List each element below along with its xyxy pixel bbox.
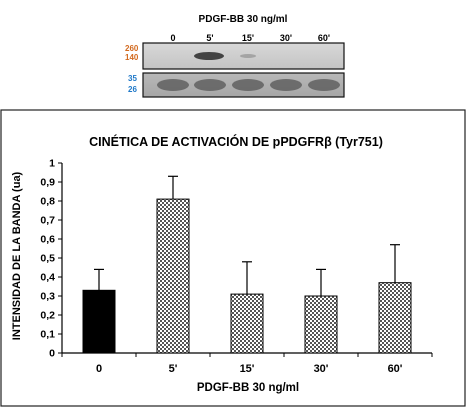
marker-140: 140 xyxy=(125,53,139,62)
blot-band-15min xyxy=(240,54,256,58)
y-tick-label: 0,8 xyxy=(40,196,55,208)
y-tick-label: 0 xyxy=(49,348,55,360)
plot-area: 0 0,1 0,2 0,3 0,4 0,5 0,6 0,7 0,8 0,9 1 0 5' 15' 30' 60… xyxy=(40,158,433,375)
x-tick-label: 30' xyxy=(314,363,329,375)
bar-3 xyxy=(304,295,338,354)
blot-lane-label: 5' xyxy=(206,33,213,43)
y-tick-label: 0,4 xyxy=(40,272,55,284)
bar-0 xyxy=(82,289,116,354)
bar-2 xyxy=(230,293,264,354)
x-tick-label: 15' xyxy=(240,363,255,375)
blot-header: PDGF-BB 30 ng/ml xyxy=(199,14,288,25)
x-tick-label: 0 xyxy=(96,363,102,375)
chart-title: CINÉTICA DE ACTIVACIÓN DE pPDGFRβ (Tyr75… xyxy=(89,134,383,149)
western-blot: PDGF-BB 30 ng/ml 0 5' 15' 30' 60' 260 140 35… xyxy=(125,14,345,98)
blot-lane-label: 0 xyxy=(170,33,175,43)
y-tick-label: 0,9 xyxy=(40,177,55,189)
x-tick-label: 60' xyxy=(388,363,403,375)
y-tick-label: 0,1 xyxy=(40,329,55,341)
bar-4 xyxy=(378,282,412,354)
bar-1 xyxy=(156,198,190,354)
marker-35: 35 xyxy=(128,74,137,83)
blot-loading-bands xyxy=(157,79,340,91)
blot-lane-labels: 0 5' 15' 30' 60' xyxy=(170,33,330,43)
y-tick-label: 0,7 xyxy=(40,215,55,227)
y-tick-label: 0,2 xyxy=(40,310,55,322)
y-tick-label: 0,3 xyxy=(40,291,55,303)
blot-lane-label: 30' xyxy=(280,33,292,43)
y-axis-label: INTENSIDAD DE LA BANDA (ua) xyxy=(11,171,23,340)
marker-26: 26 xyxy=(128,85,137,94)
chart-frame xyxy=(0,109,466,407)
x-axis-label: PDGF-BB 30 ng/ml xyxy=(197,382,299,394)
blot-lane-label: 60' xyxy=(318,33,330,43)
y-tick-label: 1 xyxy=(49,158,55,170)
y-tick-label: 0,6 xyxy=(40,234,55,246)
blot-lane-label: 15' xyxy=(242,33,254,43)
y-tick-label: 0,5 xyxy=(40,253,55,265)
x-tick-label: 5' xyxy=(169,363,178,375)
marker-260: 260 xyxy=(125,44,139,53)
blot-band-5min xyxy=(194,52,224,60)
